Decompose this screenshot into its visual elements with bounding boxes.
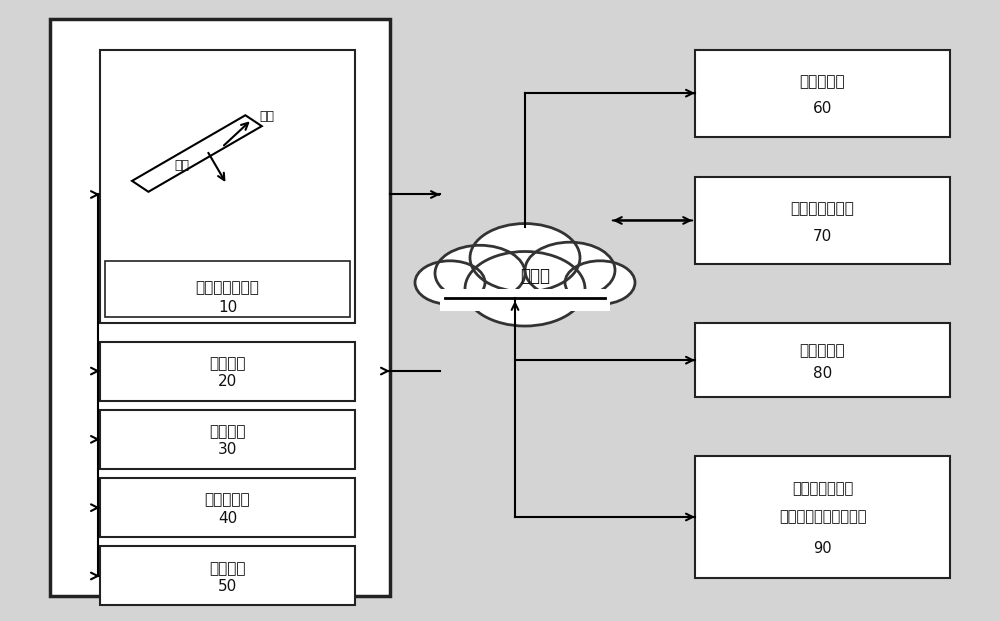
FancyBboxPatch shape: [50, 19, 390, 596]
Text: 车位锁机电部分: 车位锁机电部分: [196, 280, 259, 295]
Text: 停车用户端: 停车用户端: [800, 343, 845, 358]
Text: （如支付宝、微信等）: （如支付宝、微信等）: [779, 509, 866, 525]
FancyBboxPatch shape: [105, 261, 350, 317]
Text: 60: 60: [813, 101, 832, 116]
Text: 上锁: 上锁: [259, 110, 274, 123]
FancyBboxPatch shape: [100, 342, 355, 401]
Text: 后台服务器: 后台服务器: [800, 75, 845, 89]
Circle shape: [465, 252, 585, 326]
Text: 定位模块: 定位模块: [209, 424, 246, 439]
Text: 解锁: 解锁: [174, 160, 189, 173]
FancyBboxPatch shape: [695, 323, 950, 397]
Circle shape: [470, 224, 580, 292]
Bar: [440, 289, 610, 310]
Text: 感应模块: 感应模块: [209, 356, 246, 371]
FancyBboxPatch shape: [695, 50, 950, 137]
Text: 互联网: 互联网: [520, 268, 550, 285]
Text: 通信模块: 通信模块: [209, 561, 246, 576]
FancyBboxPatch shape: [100, 478, 355, 537]
Text: 第三方支付平台: 第三方支付平台: [792, 482, 853, 497]
Text: 40: 40: [218, 511, 237, 526]
Text: 20: 20: [218, 374, 237, 389]
Polygon shape: [132, 116, 262, 192]
Text: 70: 70: [813, 229, 832, 243]
Text: 芝片处理器: 芝片处理器: [205, 492, 250, 507]
Circle shape: [525, 242, 615, 298]
Text: 30: 30: [218, 443, 237, 458]
Circle shape: [435, 245, 525, 301]
Text: 50: 50: [218, 579, 237, 594]
FancyBboxPatch shape: [100, 546, 355, 605]
Text: 10: 10: [218, 300, 237, 315]
FancyBboxPatch shape: [100, 410, 355, 469]
FancyBboxPatch shape: [100, 50, 355, 323]
FancyBboxPatch shape: [695, 456, 950, 578]
Circle shape: [415, 261, 485, 304]
Text: 80: 80: [813, 366, 832, 381]
Circle shape: [565, 261, 635, 304]
Text: 90: 90: [813, 541, 832, 556]
FancyBboxPatch shape: [695, 177, 950, 264]
Text: 车位管理用户端: 车位管理用户端: [791, 202, 854, 217]
